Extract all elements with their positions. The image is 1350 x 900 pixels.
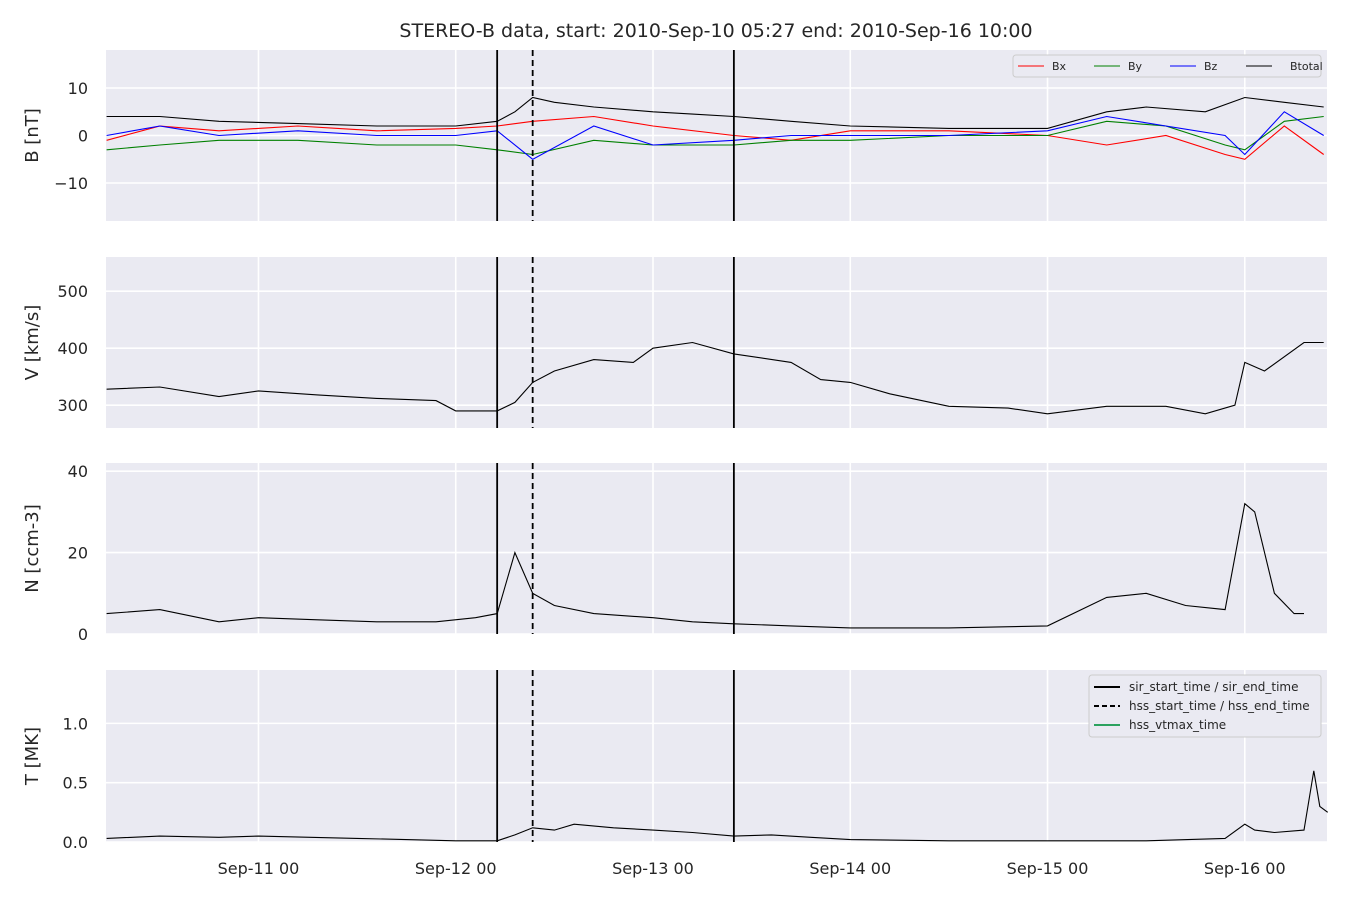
- x-tick-label: Sep-12 00: [415, 859, 497, 878]
- plot-area: [106, 257, 1327, 428]
- legend-label: By: [1128, 60, 1143, 73]
- y-tick-label: 0.0: [63, 833, 88, 852]
- legend-box: [1012, 54, 1322, 78]
- y-tick-label: 500: [57, 282, 88, 301]
- series-v-line: [106, 341, 1324, 415]
- y-tick-label: 1.0: [63, 714, 88, 733]
- y-tick-label: 400: [57, 339, 88, 358]
- y-tick-label: 0: [78, 625, 88, 644]
- series-btotal-line: [106, 96, 1324, 129]
- y-tick-label: 40: [68, 462, 88, 481]
- x-tick-label: Sep-15 00: [1007, 859, 1089, 878]
- y-tick-label: 10: [68, 79, 88, 98]
- y-tick-label: −10: [54, 174, 88, 193]
- legend: sir_start_time / sir_end_time hss_start_t…: [1088, 674, 1322, 738]
- legend-label: hss_vtmax_time: [1129, 718, 1226, 732]
- x-tick-label: Sep-11 00: [218, 859, 300, 878]
- legend-box: [1088, 674, 1322, 738]
- y-tick-label: 300: [57, 396, 88, 415]
- series-n-line: [106, 502, 1304, 629]
- legend: Bx By Bz Btotal: [1012, 54, 1323, 78]
- panel-T: Sep-11 00 Sep-12 00 Sep-13 00 Sep-14 00 Sep-…: [22, 670, 1329, 878]
- legend-label: Btotal: [1290, 60, 1323, 73]
- legend-label: sir_start_time / sir_end_time: [1129, 680, 1299, 694]
- x-tick-label: Sep-16 00: [1204, 859, 1286, 878]
- x-tick-label: Sep-13 00: [612, 859, 694, 878]
- panel-B: −10 0 10 B [nT] Bx By Bz Btotal: [22, 50, 1327, 221]
- legend-label: Bz: [1204, 60, 1218, 73]
- panel-N: 0 20 40 N [ccm-3]: [22, 462, 1327, 644]
- panel-V: 300 400 500 V [km/s]: [22, 257, 1327, 428]
- plot-area: [106, 463, 1327, 634]
- x-tick-label: Sep-14 00: [809, 859, 891, 878]
- y-axis-label: N [ccm-3]: [22, 504, 43, 593]
- chart-title: STEREO-B data, start: 2010-Sep-10 05:27 …: [399, 20, 1032, 42]
- legend-label: Bx: [1052, 60, 1067, 73]
- y-tick-label: 0: [78, 127, 88, 146]
- y-tick-label: 0.5: [63, 774, 88, 793]
- y-axis-label: V [km/s]: [22, 305, 43, 380]
- y-tick-label: 20: [68, 544, 88, 563]
- y-axis-label: B [nT]: [22, 108, 43, 163]
- legend-label: hss_start_time / hss_end_time: [1129, 699, 1310, 713]
- y-axis-label: T [MK]: [22, 727, 43, 786]
